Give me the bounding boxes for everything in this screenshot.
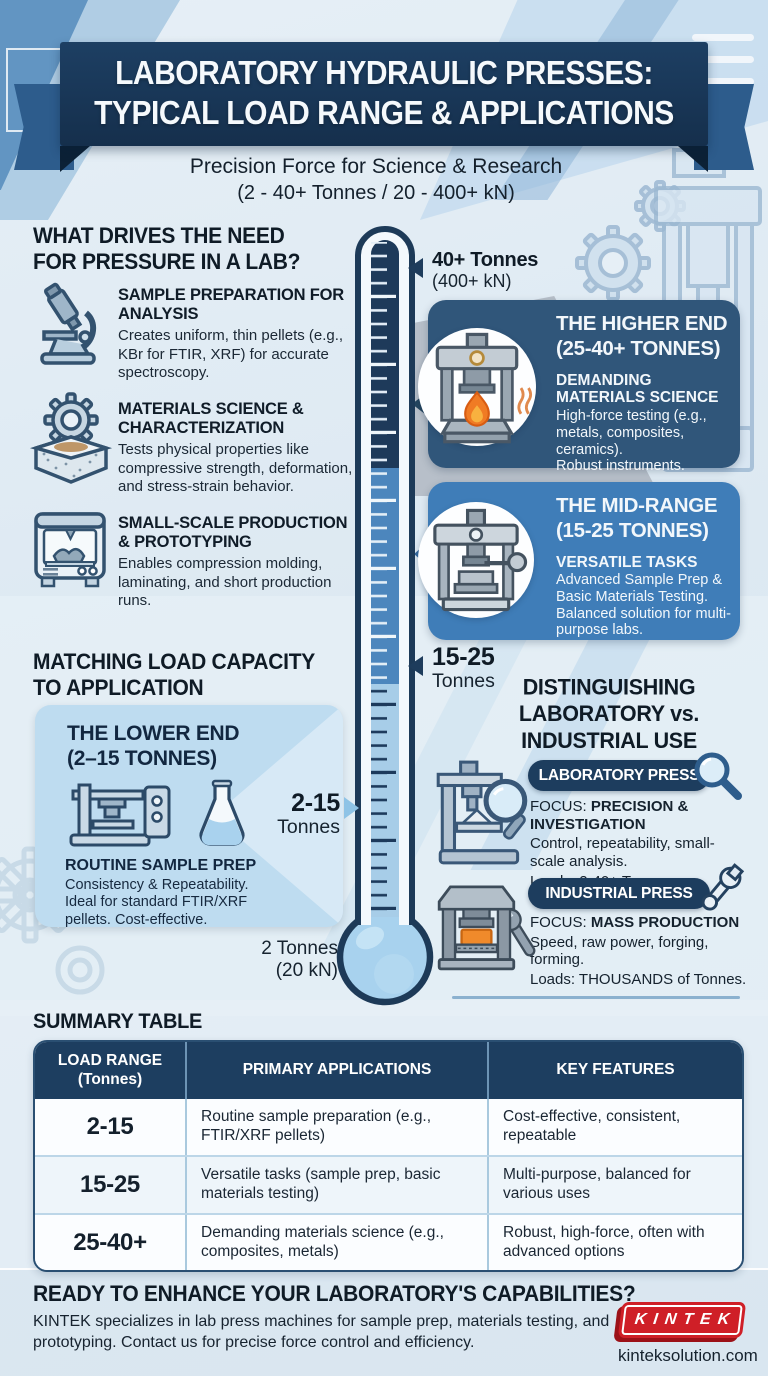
distinguishing-heading: DISTINGUISHING LABORATORY vs. INDUSTRIAL… [518,674,700,753]
magnifier-icon [694,752,742,800]
footer-heading: READY TO ENHANCE YOUR LABORATORY'S CAPAB… [33,1282,636,1307]
industrial-press-pill: INDUSTRIAL PRESS [528,878,710,909]
press-handle-icon [433,508,528,612]
arrow-left-icon [408,656,423,676]
lower-end-subtitle: ROUTINE SAMPLE PREP [65,857,257,874]
website-url: kinteksolution.com [618,1346,758,1365]
driver-item-sample-prep: SAMPLE PREPARATION FOR ANALYSIS Creates … [118,286,353,382]
lower-end-title: THE LOWER END (2–15 TONNES) [67,722,240,771]
label-2-15-tonnes: 2-15 Tonnes [277,789,340,839]
col-primary-applications: PRIMARY APPLICATIONS [185,1042,487,1099]
mid-range-title: THE MID-RANGE (15-25 TONNES) [556,494,718,542]
driver-item-title: SAMPLE PREPARATION FOR ANALYSIS [118,286,344,324]
page-title-line2: TYPICAL LOAD RANGE & APPLICATIONS [94,95,674,132]
mid-range-subtitle: VERSATILE TASKS [556,554,698,571]
subtitle-line1: Precision Force for Science & Research [189,155,563,178]
industrial-focus: FOCUS: MASS PRODUCTION [530,914,740,931]
kintek-logo: KINTEK [617,1302,747,1338]
driver-item-body: Enables compression molding, laminating,… [118,555,332,609]
lower-end-body: Consistency & Repeatability. Ideal for s… [65,877,249,927]
driver-item-title: SMALL-SCALE PRODUCTION & PROTOTYPING [118,514,348,552]
laboratory-press-details: FOCUS: PRECISION & INVESTIGATION Control… [530,798,748,892]
table-header-row: LOAD RANGE (Tonnes) PRIMARY APPLICATIONS… [35,1042,742,1099]
summary-table-heading: SUMMARY TABLE [33,1010,203,1034]
industrial-body: Speed, raw power, forging, forming. [530,933,709,969]
lab-press-icon [69,783,171,847]
table-row: 25-40+ Demanding materials science (e.g.… [35,1212,742,1271]
table-row: 15-25 Versatile tasks (sample prep, basi… [35,1154,742,1213]
lab-body: Control, repeatability, small-scale anal… [530,835,715,871]
col-key-features: KEY FEATURES [487,1042,742,1099]
summary-table: LOAD RANGE (Tonnes) PRIMARY APPLICATIONS… [33,1040,744,1273]
driver-item-production: SMALL-SCALE PRODUCTION & PROTOTYPING Ena… [118,514,358,610]
title-banner: LABORATORY HYDRAULIC PRESSES: TYPICAL LO… [60,42,708,146]
industrial-press-details: FOCUS: MASS PRODUCTION Speed, raw power,… [530,914,748,991]
drivers-heading: WHAT DRIVES THE NEED FOR PRESSURE IN A L… [33,224,301,275]
label-40-tonnes: 40+ Tonnes (400+ kN) [432,249,539,292]
materials-science-icon [29,392,113,484]
col-load-range: LOAD RANGE (Tonnes) [57,1051,163,1088]
label-15-25-tonnes: 15-25 Tonnes [432,643,495,693]
footer-body: KINTEK specializes in lab press machines… [33,1313,610,1351]
arrow-left-icon [408,258,423,278]
higher-end-subtitle: DEMANDING MATERIALS SCIENCE [556,372,719,407]
lab-focus: FOCUS: PRECISION & INVESTIGATION [530,798,689,833]
table-row: 2-15 Routine sample preparation (e.g., F… [35,1099,742,1155]
section-divider [452,996,740,999]
driver-item-materials: MATERIALS SCIENCE & CHARACTERIZATION Tes… [118,400,358,496]
driver-item-title: MATERIALS SCIENCE & CHARACTERIZATION [118,400,304,438]
industrial-loads: Loads: THOUSANDS of Tonnes. [530,971,747,989]
subtitle-line2: (2 - 40+ Tonnes / 20 - 400+ kN) [237,182,515,204]
higher-end-circle [418,328,536,446]
press-flame-icon [435,332,533,444]
mid-range-circle [418,502,534,618]
matching-heading: MATCHING LOAD CAPACITY TO APPLICATION [33,650,315,701]
higher-end-title: THE HIGHER END (25-40+ TONNES) [556,312,728,360]
driver-item-body: Creates uniform, thin pellets (e.g., KBr… [118,327,344,381]
arrow-right-icon [344,797,359,819]
mid-range-body: Advanced Sample Prep & Basic Materials T… [556,572,731,639]
wrench-icon [701,863,745,911]
microscope-icon [40,282,96,365]
table-body: 2-15 Routine sample preparation (e.g., F… [35,1099,742,1271]
driver-item-body: Tests physical properties like compressi… [118,441,353,495]
kintek-logo-border [621,1305,743,1335]
bg-list-line [692,34,754,41]
laboratory-press-pill: LABORATORY PRESS [528,760,710,791]
label-2-tonnes: 2 Tonnes (20 kN) [261,938,338,981]
printer-icon [34,512,106,588]
page-title-line1: LABORATORY HYDRAULIC PRESSES: [115,55,653,92]
higher-end-body: High-force testing (e.g., metals, compos… [556,408,707,475]
